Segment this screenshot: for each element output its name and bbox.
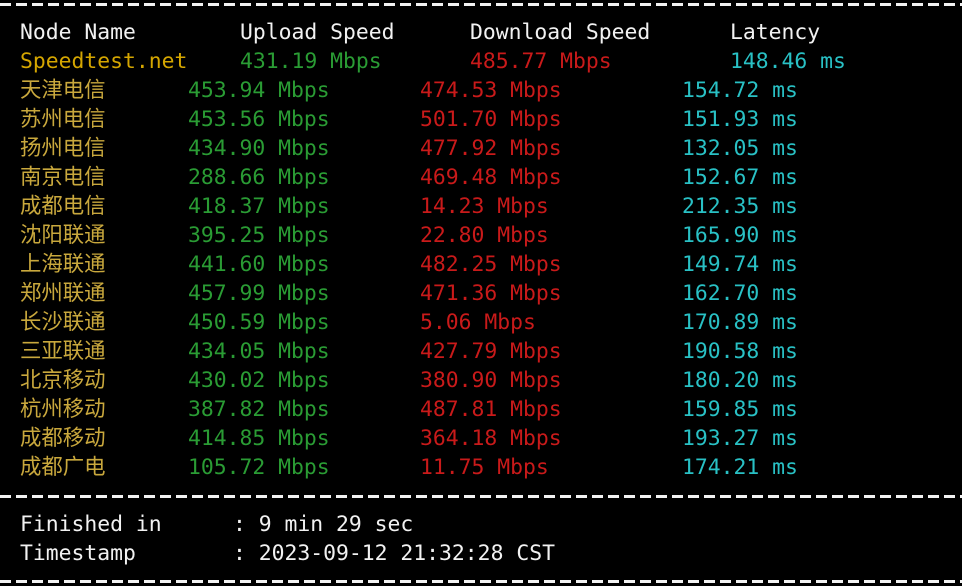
latency-cell: 165.90 ms [682, 223, 798, 248]
download-speed-cell: 380.90 Mbps [420, 368, 562, 393]
upload-speed-cell: 450.59 Mbps [188, 310, 330, 335]
download-speed-cell: 469.48 Mbps [420, 165, 562, 190]
table-row: 长沙联通 450.59 Mbps 5.06 Mbps 170.89 ms [0, 308, 962, 337]
upload-speed-cell: 434.05 Mbps [188, 339, 330, 364]
download-speed-cell: 11.75 Mbps [420, 455, 549, 480]
upload-speed-cell: 441.60 Mbps [188, 252, 330, 277]
latency-cell: 151.93 ms [682, 107, 798, 132]
header-latency: Latency [730, 20, 821, 45]
download-speed-cell: 501.70 Mbps [420, 107, 562, 132]
latency-cell: 193.27 ms [682, 426, 798, 451]
table-row: 郑州联通 457.99 Mbps 471.36 Mbps 162.70 ms [0, 279, 962, 308]
header-upload-speed: Upload Speed [240, 20, 395, 45]
table-row: Speedtest.net 431.19 Mbps 485.77 Mbps 14… [0, 47, 962, 76]
upload-speed-cell: 431.19 Mbps [240, 49, 382, 74]
table-row: 沈阳联通 395.25 Mbps 22.80 Mbps 165.90 ms [0, 221, 962, 250]
latency-cell: 190.58 ms [682, 339, 798, 364]
table-row: 杭州移动 387.82 Mbps 487.81 Mbps 159.85 ms [0, 395, 962, 424]
download-speed-cell: 477.92 Mbps [420, 136, 562, 161]
upload-speed-cell: 288.66 Mbps [188, 165, 330, 190]
latency-cell: 180.20 ms [682, 368, 798, 393]
download-speed-cell: 22.80 Mbps [420, 223, 549, 248]
download-speed-cell: 471.36 Mbps [420, 281, 562, 306]
header-download-speed: Download Speed [470, 20, 651, 45]
upload-speed-cell: 418.37 Mbps [188, 194, 330, 219]
table-row: 成都广电 105.72 Mbps 11.75 Mbps 174.21 ms [0, 453, 962, 482]
table-row: 三亚联通 434.05 Mbps 427.79 Mbps 190.58 ms [0, 337, 962, 366]
latency-cell: 159.85 ms [682, 397, 798, 422]
node-name-cell: Speedtest.net [20, 49, 188, 74]
download-speed-cell: 482.25 Mbps [420, 252, 562, 277]
table-row: 天津电信 453.94 Mbps 474.53 Mbps 154.72 ms [0, 76, 962, 105]
node-name-cell: 扬州电信 [20, 136, 106, 161]
node-name-cell: 沈阳联通 [20, 223, 106, 248]
node-name-cell: 上海联通 [20, 252, 106, 277]
latency-cell: 148.46 ms [730, 49, 846, 74]
latency-cell: 149.74 ms [682, 252, 798, 277]
separator-line-bottom [0, 580, 962, 583]
node-name-cell: 天津电信 [20, 78, 106, 103]
latency-cell: 212.35 ms [682, 194, 798, 219]
table-row: 苏州电信 453.56 Mbps 501.70 Mbps 151.93 ms [0, 105, 962, 134]
table-row: 扬州电信 434.90 Mbps 477.92 Mbps 132.05 ms [0, 134, 962, 163]
table-row: 上海联通 441.60 Mbps 482.25 Mbps 149.74 ms [0, 250, 962, 279]
upload-speed-cell: 430.02 Mbps [188, 368, 330, 393]
latency-cell: 154.72 ms [682, 78, 798, 103]
separator-line-top [0, 3, 962, 6]
latency-cell: 152.67 ms [682, 165, 798, 190]
node-name-cell: 长沙联通 [20, 310, 106, 335]
download-speed-cell: 5.06 Mbps [420, 310, 536, 335]
download-speed-cell: 427.79 Mbps [420, 339, 562, 364]
upload-speed-cell: 457.99 Mbps [188, 281, 330, 306]
latency-cell: 162.70 ms [682, 281, 798, 306]
latency-cell: 174.21 ms [682, 455, 798, 480]
download-speed-cell: 364.18 Mbps [420, 426, 562, 451]
finished-in-row: Finished in : 9 min 29 sec [0, 510, 962, 539]
upload-speed-cell: 453.56 Mbps [188, 107, 330, 132]
upload-speed-cell: 414.85 Mbps [188, 426, 330, 451]
upload-speed-cell: 453.94 Mbps [188, 78, 330, 103]
timestamp-value: : 2023-09-12 21:32:28 CST [233, 541, 555, 566]
finished-in-value: : 9 min 29 sec [233, 512, 414, 537]
header-node-name: Node Name [20, 20, 136, 45]
upload-speed-cell: 387.82 Mbps [188, 397, 330, 422]
timestamp-label: Timestamp [20, 541, 136, 566]
node-name-cell: 北京移动 [20, 368, 106, 393]
download-speed-cell: 14.23 Mbps [420, 194, 549, 219]
latency-cell: 170.89 ms [682, 310, 798, 335]
node-name-cell: 杭州移动 [20, 397, 106, 422]
download-speed-cell: 474.53 Mbps [420, 78, 562, 103]
table-row: 成都移动 414.85 Mbps 364.18 Mbps 193.27 ms [0, 424, 962, 453]
node-name-cell: 苏州电信 [20, 107, 106, 132]
upload-speed-cell: 105.72 Mbps [188, 455, 330, 480]
table-row: 南京电信 288.66 Mbps 469.48 Mbps 152.67 ms [0, 163, 962, 192]
node-name-cell: 成都电信 [20, 194, 106, 219]
timestamp-row: Timestamp : 2023-09-12 21:32:28 CST [0, 539, 962, 568]
upload-speed-cell: 395.25 Mbps [188, 223, 330, 248]
table-header-row: Node Name Upload Speed Download Speed La… [0, 18, 962, 47]
download-speed-cell: 485.77 Mbps [470, 49, 612, 74]
node-name-cell: 三亚联通 [20, 339, 106, 364]
latency-cell: 132.05 ms [682, 136, 798, 161]
finished-in-label: Finished in [20, 512, 162, 537]
table-row: 成都电信 418.37 Mbps 14.23 Mbps 212.35 ms [0, 192, 962, 221]
node-name-cell: 郑州联通 [20, 281, 106, 306]
table-row: 北京移动 430.02 Mbps 380.90 Mbps 180.20 ms [0, 366, 962, 395]
node-name-cell: 成都移动 [20, 426, 106, 451]
upload-speed-cell: 434.90 Mbps [188, 136, 330, 161]
download-speed-cell: 487.81 Mbps [420, 397, 562, 422]
separator-line-middle [0, 495, 962, 498]
node-name-cell: 南京电信 [20, 165, 106, 190]
node-name-cell: 成都广电 [20, 455, 106, 480]
